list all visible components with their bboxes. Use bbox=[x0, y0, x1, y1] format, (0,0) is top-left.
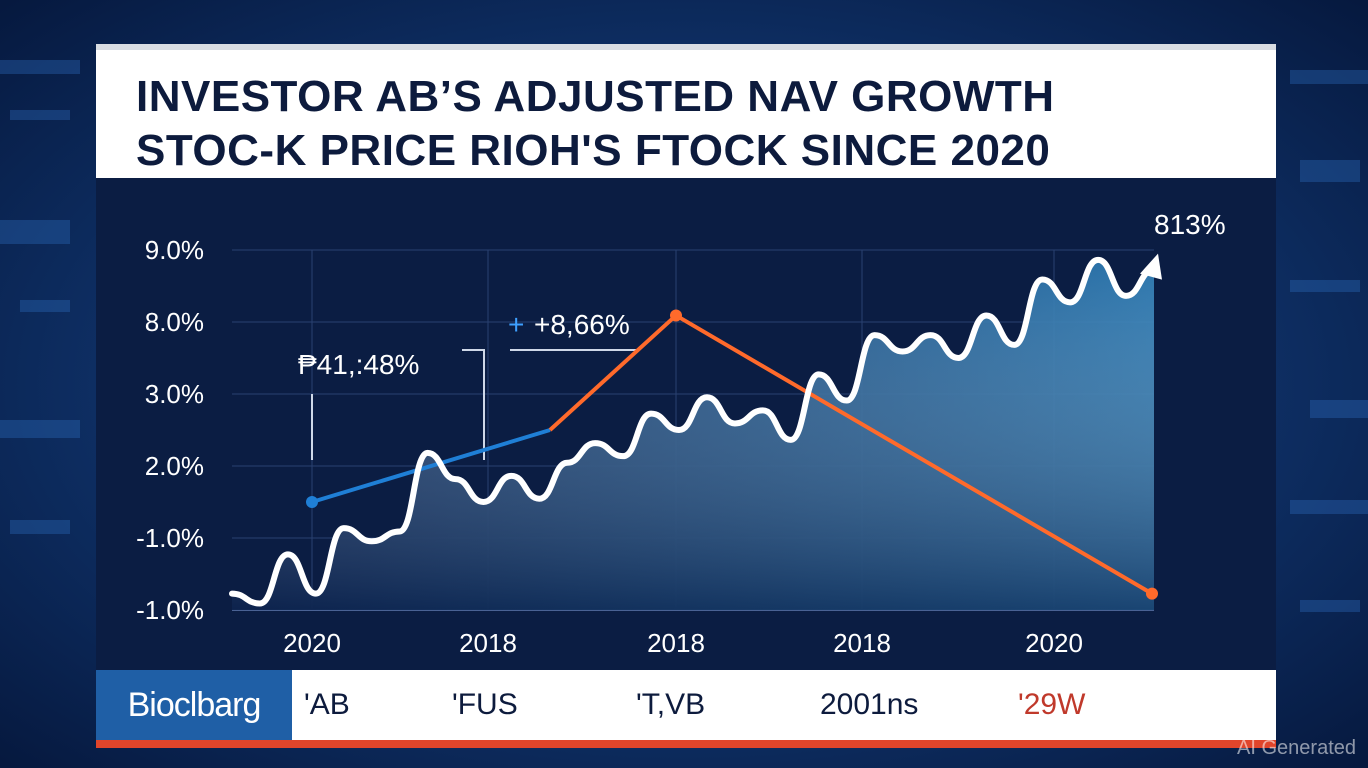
x-tick-label: 2018 bbox=[647, 628, 705, 658]
nav-line-rising bbox=[311, 428, 551, 504]
y-tick-label: -1.0% bbox=[136, 523, 204, 553]
y-tick-label: -1.0% bbox=[136, 595, 204, 625]
ticker-item: '29W bbox=[1018, 688, 1086, 721]
price-line bbox=[229, 256, 1157, 607]
x-tick-label: 2018 bbox=[459, 628, 517, 658]
y-tick-label: 2.0% bbox=[145, 451, 204, 481]
x-tick-label: 2020 bbox=[1025, 628, 1083, 658]
annotation-label: +8,66% bbox=[534, 309, 630, 340]
annotation-leaders bbox=[311, 349, 636, 460]
watermark: AI Generated bbox=[1237, 737, 1356, 759]
chart-panel: 9.0% 8.0% 3.0% 2.0% -1.0% -1.0% 2020 2018 2018 2… bbox=[96, 178, 1276, 670]
chart-title-line-1: INVESTOR AB’S ADJUSTED NAV GROWTH bbox=[136, 72, 1055, 121]
annotation-label: ₱41,:48% bbox=[298, 349, 419, 380]
x-tick-label: 2020 bbox=[283, 628, 341, 658]
x-tick-label: 2018 bbox=[833, 628, 891, 658]
nav-points bbox=[306, 253, 1162, 600]
title-box: INVESTOR AB’S ADJUSTED NAV GROWTH STOC-K… bbox=[96, 44, 1276, 178]
brand-logo-text: Bioclbarg bbox=[127, 685, 262, 724]
leader-line bbox=[462, 349, 485, 460]
ticker-accent-strip bbox=[96, 740, 1276, 748]
chart-title-line-2: STOC-K PRICE RIOH'S FTOCK SINCE 2020 bbox=[136, 126, 1051, 175]
annotation-label: 813% bbox=[1154, 209, 1226, 240]
y-tick-label: 9.0% bbox=[145, 235, 204, 265]
line-chart: 9.0%8.0%3.0%2.0%-1.0%-1.0% 2020 2018 2018 2… bbox=[136, 209, 1226, 658]
nav-point bbox=[306, 496, 318, 508]
annotations: +8,66% + ₱41,:48% 813% bbox=[298, 209, 1226, 380]
price-area-shade bbox=[232, 259, 1154, 610]
ticker-item: 'T,VB bbox=[636, 688, 706, 721]
nav-point bbox=[1146, 587, 1158, 600]
ticker-item: 'FUS bbox=[452, 688, 518, 721]
nav-point bbox=[670, 309, 682, 322]
arrow-head-icon bbox=[1140, 253, 1162, 280]
news-card: INVESTOR AB’S ADJUSTED NAV GROWTH STOC-K… bbox=[96, 44, 1276, 748]
y-axis: 9.0% 8.0% 3.0% 2.0% -1.0% -1.0% bbox=[136, 235, 204, 625]
x-axis: 2020 2018 2018 2018 2020 bbox=[283, 628, 1083, 658]
y-tick-label: 8.0% bbox=[145, 307, 204, 337]
annotation-plus-icon: + bbox=[508, 309, 524, 340]
ticker-item: 'AB bbox=[304, 688, 350, 721]
ticker-item: 2001ns bbox=[820, 688, 919, 721]
brand-logo: Bioclbarg bbox=[96, 670, 292, 740]
ticker-bar: Bioclbarg 'AB 'FUS 'T,VB 2001ns '29W bbox=[96, 670, 1276, 740]
y-tick-label: 3.0% bbox=[145, 379, 204, 409]
